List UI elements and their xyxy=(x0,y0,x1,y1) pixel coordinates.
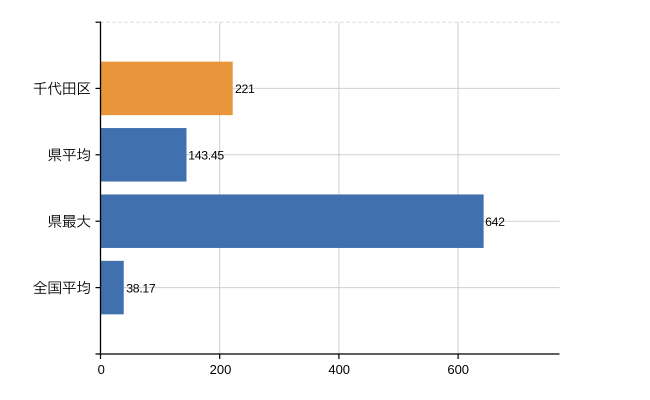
svg-text:143.45: 143.45 xyxy=(188,149,224,163)
svg-text:38.17: 38.17 xyxy=(126,281,156,295)
svg-text:200: 200 xyxy=(210,362,232,377)
svg-text:221: 221 xyxy=(235,82,255,96)
svg-text:0: 0 xyxy=(98,362,105,377)
svg-text:400: 400 xyxy=(328,362,350,377)
svg-text:642: 642 xyxy=(485,215,505,229)
svg-text:600: 600 xyxy=(447,362,469,377)
